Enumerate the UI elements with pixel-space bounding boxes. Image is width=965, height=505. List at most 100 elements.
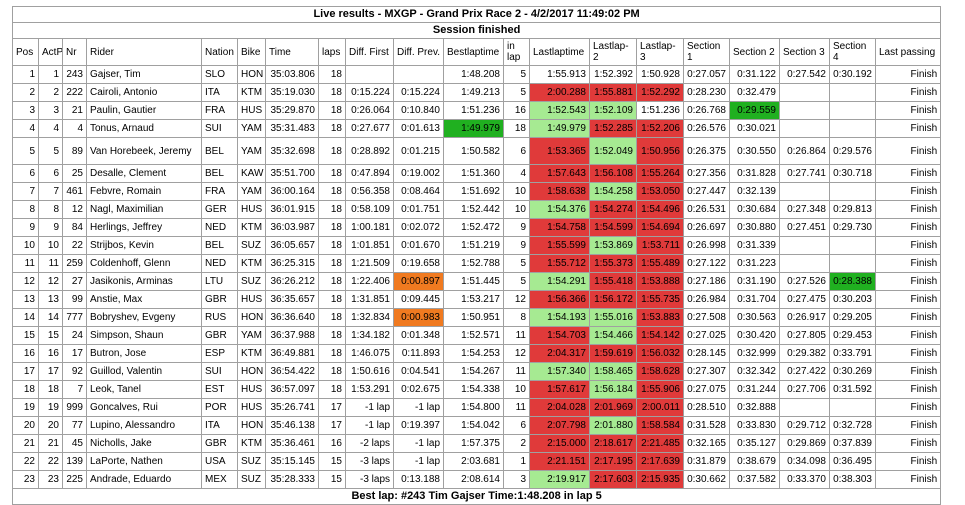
cell-best: 1:52.571 bbox=[443, 326, 504, 345]
cell-s2: 0:32.479 bbox=[729, 83, 780, 102]
cell-s2: 0:31.190 bbox=[729, 272, 780, 291]
cell-lastp: Finish bbox=[874, 434, 942, 453]
cell-dfirst: 1:31.851 bbox=[345, 290, 394, 309]
cell-actp: 8 bbox=[38, 200, 63, 219]
cell-bike: HUS bbox=[237, 290, 266, 309]
cell-best: 1:53.217 bbox=[443, 290, 504, 309]
table-row: 16 16 17 Butron, Jose ESP KTM 36:49.881 18 1:46.… bbox=[12, 344, 942, 363]
cell-l3: 1:54.496 bbox=[636, 200, 684, 219]
table-row: 18 18 7 Leok, Tanel EST HUS 36:57.097 18 1:53.29… bbox=[12, 380, 942, 399]
cell-actp: 1 bbox=[38, 65, 63, 84]
cell-laps: 18 bbox=[318, 218, 346, 237]
cell-inlap: 12 bbox=[503, 290, 530, 309]
column-header: in lap bbox=[503, 38, 530, 66]
cell-bike: KAW bbox=[237, 164, 266, 183]
cell-l3: 1:53.711 bbox=[636, 236, 684, 255]
cell-lastp: Finish bbox=[874, 290, 942, 309]
cell-inlap: 18 bbox=[503, 119, 530, 138]
cell-dfirst: 1:53.291 bbox=[345, 380, 394, 399]
cell-dprev: 0:19.002 bbox=[393, 164, 444, 183]
cell-pos: 9 bbox=[12, 218, 39, 237]
cell-s3 bbox=[779, 101, 830, 120]
cell-last: 1:54.703 bbox=[529, 326, 590, 345]
cell-dfirst: 1:01.851 bbox=[345, 236, 394, 255]
cell-l3: 2:15.935 bbox=[636, 470, 684, 489]
cell-s3 bbox=[779, 254, 830, 273]
cell-time: 36:36.640 bbox=[265, 308, 319, 327]
cell-best: 1:51.360 bbox=[443, 164, 504, 183]
cell-s4 bbox=[829, 83, 876, 102]
cell-s3: 0:27.706 bbox=[779, 380, 830, 399]
cell-s3: 0:33.370 bbox=[779, 470, 830, 489]
cell-inlap: 8 bbox=[503, 308, 530, 327]
cell-best: 1:54.338 bbox=[443, 380, 504, 399]
cell-dfirst: -1 lap bbox=[345, 416, 394, 435]
cell-laps: 18 bbox=[318, 362, 346, 381]
cell-bike: HUS bbox=[237, 398, 266, 417]
cell-actp: 5 bbox=[38, 137, 63, 165]
cell-nation: NED bbox=[201, 254, 238, 273]
cell-actp: 23 bbox=[38, 470, 63, 489]
cell-best: 2:03.681 bbox=[443, 452, 504, 471]
cell-laps: 15 bbox=[318, 452, 346, 471]
cell-last: 2:07.798 bbox=[529, 416, 590, 435]
cell-s3: 0:29.869 bbox=[779, 434, 830, 453]
cell-last: 2:00.288 bbox=[529, 83, 590, 102]
cell-actp: 20 bbox=[38, 416, 63, 435]
cell-s1: 0:27.075 bbox=[683, 380, 730, 399]
cell-laps: 18 bbox=[318, 101, 346, 120]
cell-last: 1:54.758 bbox=[529, 218, 590, 237]
cell-actp: 18 bbox=[38, 380, 63, 399]
cell-l2: 1:56.184 bbox=[589, 380, 637, 399]
cell-l2: 1:56.108 bbox=[589, 164, 637, 183]
cell-s4: 0:30.192 bbox=[829, 65, 876, 84]
column-header: Section 4 bbox=[829, 38, 876, 66]
cell-actp: 21 bbox=[38, 434, 63, 453]
cell-dprev: 0:01.613 bbox=[393, 119, 444, 138]
cell-dprev: 0:09.445 bbox=[393, 290, 444, 309]
cell-s3: 0:27.805 bbox=[779, 326, 830, 345]
column-header: Nation bbox=[201, 38, 238, 66]
cell-s1: 0:26.998 bbox=[683, 236, 730, 255]
cell-last: 1:57.643 bbox=[529, 164, 590, 183]
cell-l2: 1:55.016 bbox=[589, 308, 637, 327]
column-header: Diff. First bbox=[345, 38, 394, 66]
cell-s1: 0:32.165 bbox=[683, 434, 730, 453]
cell-nation: BEL bbox=[201, 137, 238, 165]
cell-rider: Desalle, Clement bbox=[86, 164, 202, 183]
cell-lastp: Finish bbox=[874, 272, 942, 291]
cell-s2: 0:31.828 bbox=[729, 164, 780, 183]
cell-last: 1:55.599 bbox=[529, 236, 590, 255]
cell-s1: 0:27.307 bbox=[683, 362, 730, 381]
cell-last: 1:55.712 bbox=[529, 254, 590, 273]
cell-s2: 0:35.127 bbox=[729, 434, 780, 453]
cell-inlap: 3 bbox=[503, 470, 530, 489]
column-header: Time bbox=[265, 38, 319, 66]
cell-s4: 0:36.495 bbox=[829, 452, 876, 471]
cell-dfirst: 1:34.182 bbox=[345, 326, 394, 345]
cell-rider: Van Horebeek, Jeremy bbox=[86, 137, 202, 165]
cell-s3 bbox=[779, 236, 830, 255]
best-lap-summary: Best lap: #243 Tim Gajser Time:1:48.208 … bbox=[11, 488, 942, 505]
cell-last: 2:04.317 bbox=[529, 344, 590, 363]
cell-actp: 17 bbox=[38, 362, 63, 381]
cell-best: 1:52.472 bbox=[443, 218, 504, 237]
cell-dprev: 0:15.224 bbox=[393, 83, 444, 102]
cell-s2: 0:30.550 bbox=[729, 137, 780, 165]
cell-dprev: -1 lap bbox=[393, 434, 444, 453]
cell-s4: 0:29.730 bbox=[829, 218, 876, 237]
cell-time: 35:46.138 bbox=[265, 416, 319, 435]
cell-s2: 0:32.888 bbox=[729, 398, 780, 417]
cell-best: 1:54.253 bbox=[443, 344, 504, 363]
cell-l3: 1:54.694 bbox=[636, 218, 684, 237]
cell-dfirst: 0:47.894 bbox=[345, 164, 394, 183]
table-row: 21 21 45 Nicholls, Jake GBR KTM 35:36.461 16 -2 … bbox=[12, 434, 942, 453]
cell-laps: 18 bbox=[318, 65, 346, 84]
cell-nation: RUS bbox=[201, 308, 238, 327]
cell-l2: 1:55.418 bbox=[589, 272, 637, 291]
cell-dprev: -1 lap bbox=[393, 398, 444, 417]
cell-laps: 18 bbox=[318, 83, 346, 102]
table-row: 10 10 22 Strijbos, Kevin BEL SUZ 36:05.657 18 1:… bbox=[12, 236, 942, 255]
cell-time: 35:28.333 bbox=[265, 470, 319, 489]
cell-l3: 1:55.735 bbox=[636, 290, 684, 309]
